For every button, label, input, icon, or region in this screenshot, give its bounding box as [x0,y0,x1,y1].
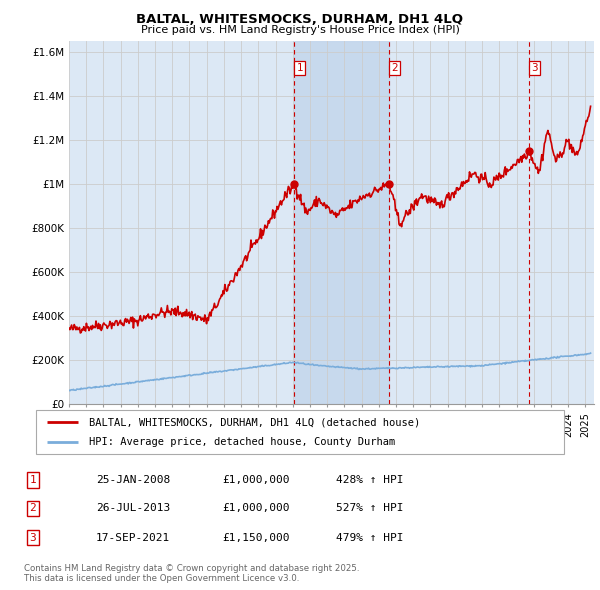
Text: 428% ↑ HPI: 428% ↑ HPI [336,476,404,485]
Text: 1: 1 [29,476,37,485]
Text: 2: 2 [391,63,398,73]
Text: 26-JUL-2013: 26-JUL-2013 [96,503,170,513]
Text: £1,000,000: £1,000,000 [222,503,290,513]
FancyBboxPatch shape [36,410,564,454]
Text: 527% ↑ HPI: 527% ↑ HPI [336,503,404,513]
Text: 479% ↑ HPI: 479% ↑ HPI [336,533,404,543]
Text: BALTAL, WHITESMOCKS, DURHAM, DH1 4LQ (detached house): BALTAL, WHITESMOCKS, DURHAM, DH1 4LQ (de… [89,418,420,427]
Text: £1,150,000: £1,150,000 [222,533,290,543]
Text: 3: 3 [29,533,37,543]
Text: HPI: Average price, detached house, County Durham: HPI: Average price, detached house, Coun… [89,437,395,447]
Text: 25-JAN-2008: 25-JAN-2008 [96,476,170,485]
Text: 1: 1 [296,63,303,73]
Text: Contains HM Land Registry data © Crown copyright and database right 2025.
This d: Contains HM Land Registry data © Crown c… [24,563,359,583]
Text: £1,000,000: £1,000,000 [222,476,290,485]
Text: 2: 2 [29,503,37,513]
Text: 3: 3 [532,63,538,73]
Text: BALTAL, WHITESMOCKS, DURHAM, DH1 4LQ: BALTAL, WHITESMOCKS, DURHAM, DH1 4LQ [137,13,464,26]
Text: Price paid vs. HM Land Registry's House Price Index (HPI): Price paid vs. HM Land Registry's House … [140,25,460,35]
Bar [294,41,389,404]
Text: 17-SEP-2021: 17-SEP-2021 [96,533,170,543]
